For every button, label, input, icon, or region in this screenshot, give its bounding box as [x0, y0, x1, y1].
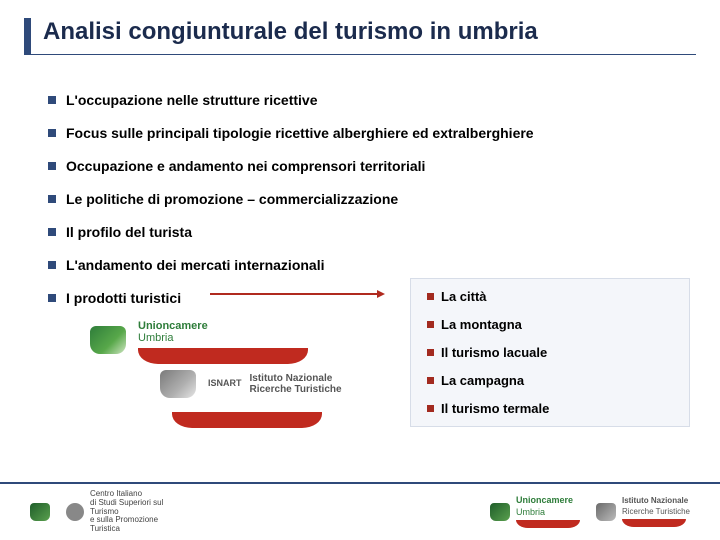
shield-icon: [490, 503, 510, 521]
logo-sublabel: Ricerche Turistiche: [250, 384, 342, 395]
logo-label: Unioncamere: [516, 496, 573, 506]
slide: Analisi congiunturale del turismo in umb…: [0, 0, 720, 540]
shield-icon: [596, 503, 616, 521]
logo-label: Unioncamere: [138, 320, 308, 332]
swoosh-icon: [516, 520, 580, 528]
sub-bullet-item: La città: [427, 289, 673, 304]
logo-label: Istituto Nazionale: [250, 373, 342, 384]
footer-bar: Centro Italiano di Studi Superiori sul T…: [0, 482, 720, 540]
bullet-item: Il profilo del turista: [48, 224, 672, 240]
bullet-item: Le politiche di promozione – commerciali…: [48, 191, 672, 207]
sub-bullet-item: Il turismo termale: [427, 401, 673, 416]
isnart-logo: ISNART Istituto Nazionale Ricerche Turis…: [160, 370, 380, 398]
bullet-item: Focus sulle principali tipologie ricetti…: [48, 125, 672, 141]
shield-icon: [90, 326, 126, 354]
title-bar: Analisi congiunturale del turismo in umb…: [24, 18, 696, 55]
footer-left-group: Centro Italiano di Studi Superiori sul T…: [30, 490, 180, 534]
sub-bullet-item: Il turismo lacuale: [427, 345, 673, 360]
unioncamere-logo: Unioncamere Umbria: [90, 320, 380, 360]
arrow-connector: [210, 293, 380, 295]
swoosh-icon: [138, 348, 308, 364]
bullet-item: L'occupazione nelle strutture ricettive: [48, 92, 672, 108]
bullet-item: L'andamento dei mercati internazionali: [48, 257, 672, 273]
sub-bullet-item: La montagna: [427, 317, 673, 332]
sub-bullet-item: La campagna: [427, 373, 673, 388]
logo-label: Centro Italiano di Studi Superiori sul T…: [90, 490, 180, 534]
swoosh-icon: [172, 412, 322, 428]
footer-logo-isnart: Istituto Nazionale Ricerche Turistiche: [596, 497, 690, 527]
bullet-item: Occupazione e andamento nei comprensori …: [48, 158, 672, 174]
logo-sublabel: Umbria: [138, 332, 308, 344]
shield-icon: [160, 370, 196, 398]
footer-logo-1: [30, 503, 50, 521]
mid-logos: Unioncamere Umbria ISNART Istituto Nazio…: [90, 320, 380, 424]
logo-sublabel: Umbria: [516, 508, 545, 518]
logo-sublabel: Ricerche Turistiche: [622, 508, 690, 517]
shield-icon: [30, 503, 50, 521]
footer-right-group: Unioncamere Umbria Istituto Nazionale Ri…: [490, 496, 690, 528]
footer-logo-ciset: Centro Italiano di Studi Superiori sul T…: [66, 490, 180, 534]
footer-logo-unioncamere: Unioncamere Umbria: [490, 496, 580, 528]
logo-abbr: ISNART: [208, 379, 242, 389]
circle-icon: [66, 503, 84, 521]
sub-bullet-list: La città La montagna Il turismo lacuale …: [427, 289, 673, 416]
swoosh-icon: [622, 519, 686, 527]
logo-label: Istituto Nazionale: [622, 497, 688, 506]
slide-title: Analisi congiunturale del turismo in umb…: [43, 18, 696, 46]
sub-bullet-box: La città La montagna Il turismo lacuale …: [410, 278, 690, 427]
